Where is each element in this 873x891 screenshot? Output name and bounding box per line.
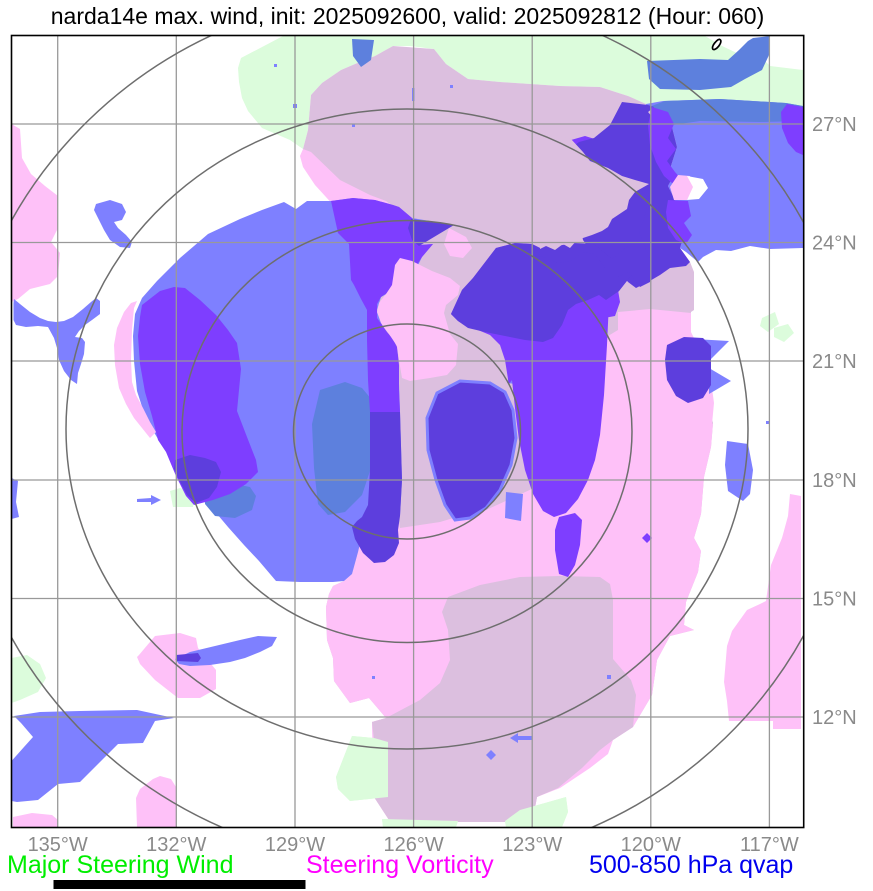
svg-text:Steering Vorticity: Steering Vorticity bbox=[306, 851, 494, 879]
svg-text:132°W: 132°W bbox=[146, 834, 206, 856]
svg-text:12°N: 12°N bbox=[812, 707, 857, 729]
svg-text:Major Steering Wind: Major Steering Wind bbox=[7, 851, 233, 879]
svg-text:18°N: 18°N bbox=[812, 470, 857, 492]
svg-text:126°W: 126°W bbox=[383, 834, 443, 856]
svg-text:narda14e max. wind, init: 2025: narda14e max. wind, init: 2025092600, va… bbox=[51, 3, 765, 29]
svg-text:15°N: 15°N bbox=[812, 589, 857, 611]
svg-text:500-850 hPa qvap: 500-850 hPa qvap bbox=[589, 851, 793, 879]
svg-text:21°N: 21°N bbox=[812, 351, 857, 373]
svg-text:24°N: 24°N bbox=[812, 233, 857, 255]
svg-text:129°W: 129°W bbox=[265, 834, 325, 856]
svg-text:117°W: 117°W bbox=[740, 834, 799, 856]
svg-text:120°W: 120°W bbox=[621, 834, 681, 856]
svg-text:135°W: 135°W bbox=[28, 834, 88, 856]
svg-text:123°W: 123°W bbox=[502, 834, 562, 856]
svg-text:27°N: 27°N bbox=[812, 114, 857, 136]
